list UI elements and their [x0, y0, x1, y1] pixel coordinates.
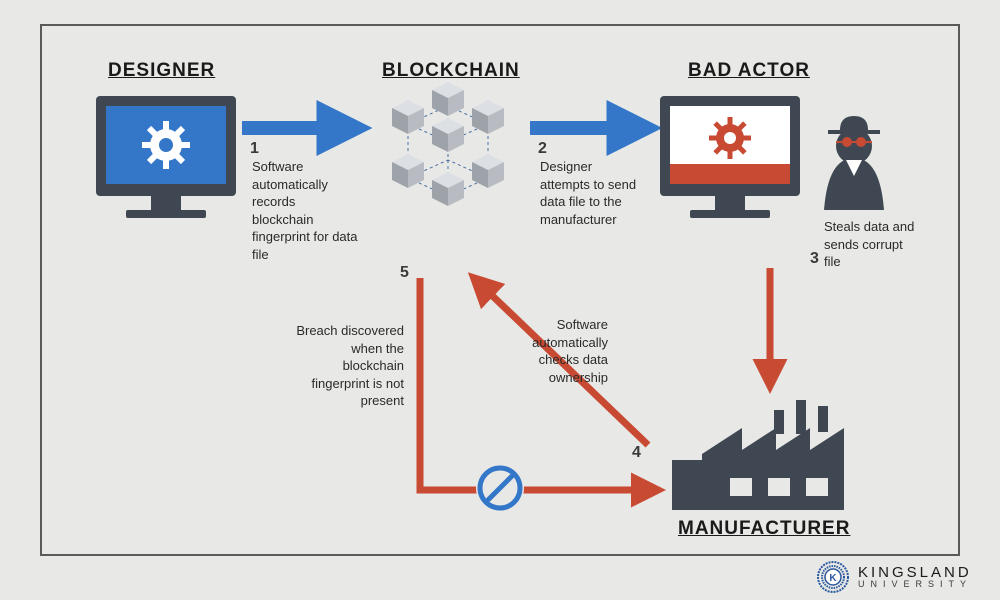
heading-manufacturer: MANUFACTURER — [678, 518, 850, 540]
step3-text: Steals data and sends corrupt file — [824, 218, 920, 271]
brand-logo: K KINGSLAND UNIVERSITY — [816, 560, 972, 594]
step4-num: 4 — [632, 444, 641, 462]
step2-text: Designer attempts to send data file to t… — [540, 158, 644, 228]
svg-text:K: K — [829, 573, 837, 584]
spy-icon — [824, 116, 884, 210]
factory-icon — [672, 400, 844, 510]
prohibit-icon — [476, 464, 524, 512]
logo-brand-top: KINGSLAND — [858, 565, 972, 580]
step5-text: Breach discovered when the blockchain fi… — [288, 322, 404, 410]
badactor-monitor-icon — [660, 96, 800, 218]
logo-brand-bot: UNIVERSITY — [858, 580, 972, 589]
step3-num: 3 — [810, 250, 819, 268]
step5-num: 5 — [400, 264, 409, 282]
heading-blockchain: BLOCKCHAIN — [382, 60, 520, 82]
diagram-svg — [0, 0, 1000, 600]
step1-num: 1 — [250, 140, 259, 158]
heading-badactor: BAD ACTOR — [688, 60, 810, 82]
blockchain-cubes-icon — [392, 82, 504, 206]
step1-text: Software automatically records blockchai… — [252, 158, 360, 263]
step4-text: Software automatically checks data owner… — [492, 316, 608, 386]
logo-ring-icon: K — [816, 560, 850, 594]
designer-monitor-icon — [96, 96, 236, 218]
heading-designer: DESIGNER — [108, 60, 215, 82]
step2-num: 2 — [538, 140, 547, 158]
